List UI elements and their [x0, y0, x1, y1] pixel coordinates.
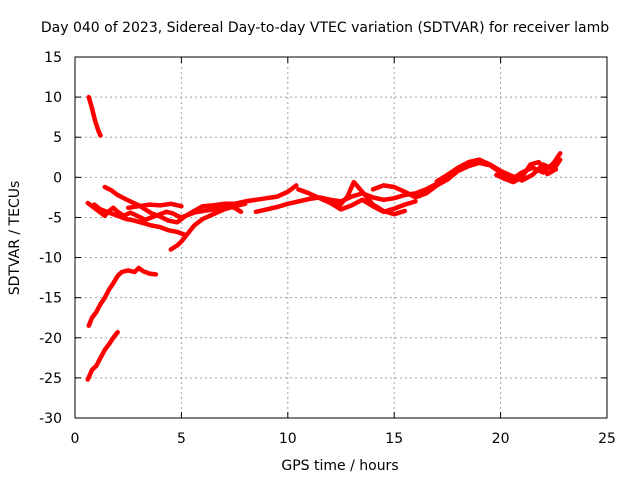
series-arc-g	[125, 201, 184, 211]
x-tick-label: 5	[177, 431, 186, 447]
x-tick-label: 15	[385, 431, 403, 447]
x-tick-label: 20	[492, 431, 510, 447]
y-tick-label: -5	[48, 210, 62, 226]
series-arc-k	[328, 179, 408, 217]
series-arc-l	[370, 151, 563, 200]
series-arc-a	[86, 94, 103, 138]
axis-ticks: 0 5 10 15 20 25 -30 -25 -20 -15 -10 -5 0 5 10 15	[39, 50, 616, 447]
y-tick-label: -20	[39, 331, 62, 347]
x-tick-label: 10	[279, 431, 297, 447]
x-axis-label: GPS time / hours	[281, 458, 398, 474]
series-arc-c	[86, 265, 159, 328]
y-tick-label: -15	[39, 291, 62, 307]
series-arc-j	[296, 187, 418, 215]
x-tick-label: 25	[598, 431, 616, 447]
y-tick-label: 0	[53, 170, 62, 186]
data-series	[85, 94, 563, 382]
plot-frame	[74, 56, 608, 419]
series-arc-d	[85, 200, 244, 223]
y-tick-label: -10	[39, 251, 62, 267]
series-arc-h	[168, 201, 248, 252]
y-tick-label: -25	[39, 371, 62, 387]
series-arc-f	[91, 202, 188, 238]
y-axis-label: SDTVAR / TECUs	[7, 181, 23, 296]
series-arc-b	[85, 329, 120, 382]
x-tick-label: 0	[71, 431, 80, 447]
y-tick-label: -30	[39, 411, 62, 427]
series-arc-e	[102, 183, 299, 225]
series-arc-n	[494, 159, 559, 185]
y-tick-label: 15	[44, 50, 62, 66]
chart-title: Day 040 of 2023, Sidereal Day-to-day VTE…	[41, 20, 609, 36]
y-tick-label: 10	[44, 90, 62, 106]
y-tick-label: 5	[53, 130, 62, 146]
grid-lines	[75, 57, 607, 418]
